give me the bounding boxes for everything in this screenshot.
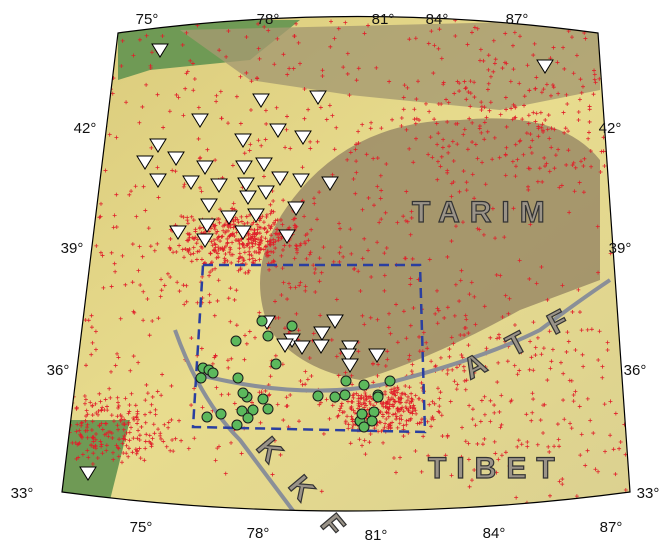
event (231, 336, 241, 346)
event (271, 359, 281, 369)
lat-label: 33° (11, 485, 34, 502)
map: TARIM TIBET A T F K K F 75°78°81°84°87°7… (0, 0, 665, 547)
lon-label: 78° (257, 11, 280, 28)
lat-label: 39° (61, 240, 84, 257)
lat-label: 33° (637, 485, 660, 502)
lon-label: 81° (372, 11, 395, 28)
event (233, 373, 243, 383)
lat-label: 36° (624, 362, 647, 379)
lat-label: 42° (74, 120, 97, 137)
event (367, 416, 377, 426)
event (263, 404, 273, 414)
event (243, 413, 253, 423)
event (369, 407, 379, 417)
lat-label: 39° (609, 240, 632, 257)
event (330, 392, 340, 402)
event (238, 388, 248, 398)
event (232, 420, 242, 430)
lat-label: 36° (47, 362, 70, 379)
lon-label: 75° (130, 519, 153, 536)
event (340, 390, 350, 400)
region-label: TARIM (412, 196, 555, 229)
lon-label: 75° (136, 11, 159, 28)
event (208, 368, 218, 378)
event (385, 376, 395, 386)
region-label: TIBET (428, 452, 565, 485)
event (263, 331, 273, 341)
lon-label: 87° (506, 11, 529, 28)
event (216, 409, 226, 419)
lat-label: 42° (599, 120, 622, 137)
lon-label: 87° (600, 519, 623, 536)
event (359, 380, 369, 390)
lon-label: 78° (247, 525, 270, 542)
event (357, 409, 367, 419)
event (257, 316, 267, 326)
event (258, 394, 268, 404)
lon-label: 84° (426, 11, 449, 28)
event (373, 392, 383, 402)
event (202, 412, 212, 422)
event (341, 376, 351, 386)
event (287, 321, 297, 331)
map-area (0, 0, 665, 547)
event (313, 391, 323, 401)
event (196, 373, 206, 383)
lon-label: 84° (483, 525, 506, 542)
lon-label: 81° (365, 527, 388, 544)
